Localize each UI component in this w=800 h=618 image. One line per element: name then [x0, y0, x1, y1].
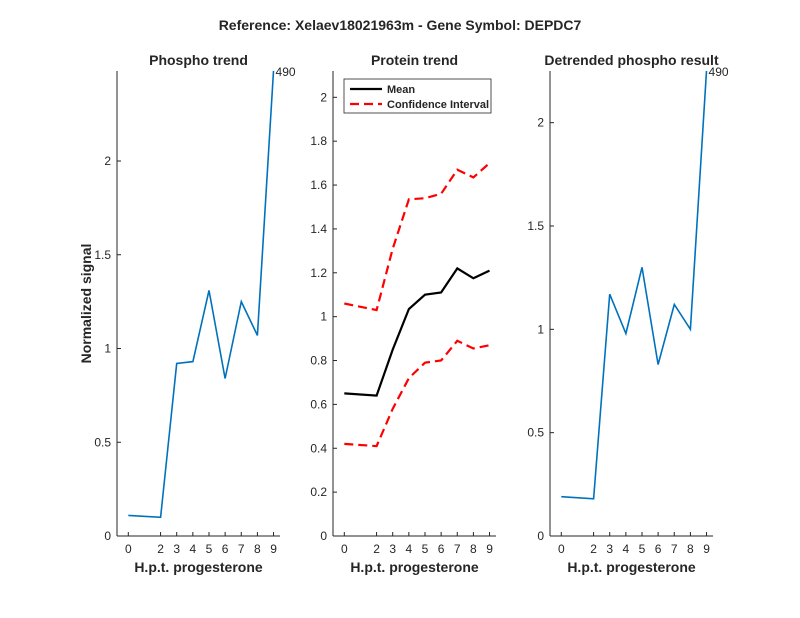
x-axis-label: H.p.t. progesterone [567, 559, 696, 575]
point-annotation: 490 [709, 65, 729, 79]
x-tick-label: 2 [157, 542, 164, 556]
x-tick-label: 8 [254, 542, 261, 556]
y-axis-label: Normalized signal [78, 244, 94, 364]
legend-entry-label: Mean [387, 84, 415, 96]
x-tick-label: 4 [190, 542, 197, 556]
x-tick-label: 8 [687, 542, 694, 556]
y-tick-label: 0.6 [310, 397, 327, 411]
y-tick-label: 0.2 [310, 485, 327, 499]
y-tick-label: 0 [320, 529, 327, 543]
x-tick-label: 4 [623, 542, 630, 556]
series-line-1 [344, 162, 491, 312]
x-tick-label: 5 [422, 542, 429, 556]
y-tick-label: 1.2 [310, 266, 327, 280]
chart-title: Protein trend [371, 52, 458, 68]
chart-protein-trend: Protein trend 0 0.2 0.4 0.6 0.8 1 1.2 1.4 1.6 1.8 2… [310, 52, 496, 575]
y-tick-label: 1 [320, 310, 327, 324]
y-tick-label: 1.8 [310, 134, 327, 148]
x-tick-label: 6 [655, 542, 662, 556]
point-annotation: 490 [276, 65, 296, 79]
y-tick-label: 0.5 [527, 426, 544, 440]
x-tick-label: 3 [389, 542, 396, 556]
x-tick-label: 5 [206, 542, 213, 556]
y-tick-label: 1.4 [310, 222, 327, 236]
x-tick-label: 3 [173, 542, 180, 556]
series-line-0 [128, 70, 275, 519]
x-tick-label: 7 [238, 542, 245, 556]
x-tick-label: 9 [270, 542, 277, 556]
x-tick-label: 3 [606, 542, 613, 556]
figure-title: Reference: Xelaev18021963m - Gene Symbol… [219, 17, 582, 33]
x-tick-label: 0 [341, 542, 348, 556]
legend-entry-label: Confidence Interval [387, 99, 489, 111]
y-tick-label: 2 [104, 154, 111, 168]
series-line-2 [344, 339, 490, 448]
x-tick-label: 2 [590, 542, 597, 556]
y-tick-label: 1 [104, 342, 111, 356]
y-tick-label: 1.5 [527, 219, 544, 233]
x-tick-label: 6 [438, 542, 445, 556]
legend-box [343, 78, 492, 114]
series-line-0 [561, 70, 708, 500]
series-line-0 [344, 266, 490, 397]
y-tick-label: 0.8 [310, 354, 327, 368]
x-tick-label: 9 [486, 542, 493, 556]
x-tick-label: 4 [406, 542, 413, 556]
y-tick-label: 2 [320, 90, 327, 104]
y-tick-label: 1.5 [94, 248, 111, 262]
x-axis-label: H.p.t. progesterone [350, 559, 479, 575]
x-tick-label: 2 [373, 542, 380, 556]
x-tick-label: 9 [703, 542, 710, 556]
chart-title: Detrended phospho result [544, 52, 719, 68]
x-tick-label: 8 [470, 542, 477, 556]
x-tick-label: 0 [125, 542, 132, 556]
chart-title: Phospho trend [149, 52, 248, 68]
x-tick-label: 7 [454, 542, 461, 556]
y-tick-label: 0.5 [94, 435, 111, 449]
y-tick-label: 1.6 [310, 178, 327, 192]
x-tick-label: 6 [222, 542, 229, 556]
x-tick-label: 7 [671, 542, 678, 556]
y-tick-label: 1 [537, 322, 544, 336]
y-tick-label: 0 [537, 529, 544, 543]
y-tick-label: 2 [537, 116, 544, 130]
y-tick-label: 0.4 [310, 441, 327, 455]
x-tick-label: 5 [639, 542, 646, 556]
y-tick-label: 0 [104, 529, 111, 543]
x-tick-label: 0 [558, 542, 565, 556]
x-axis-label: H.p.t. progesterone [134, 559, 263, 575]
